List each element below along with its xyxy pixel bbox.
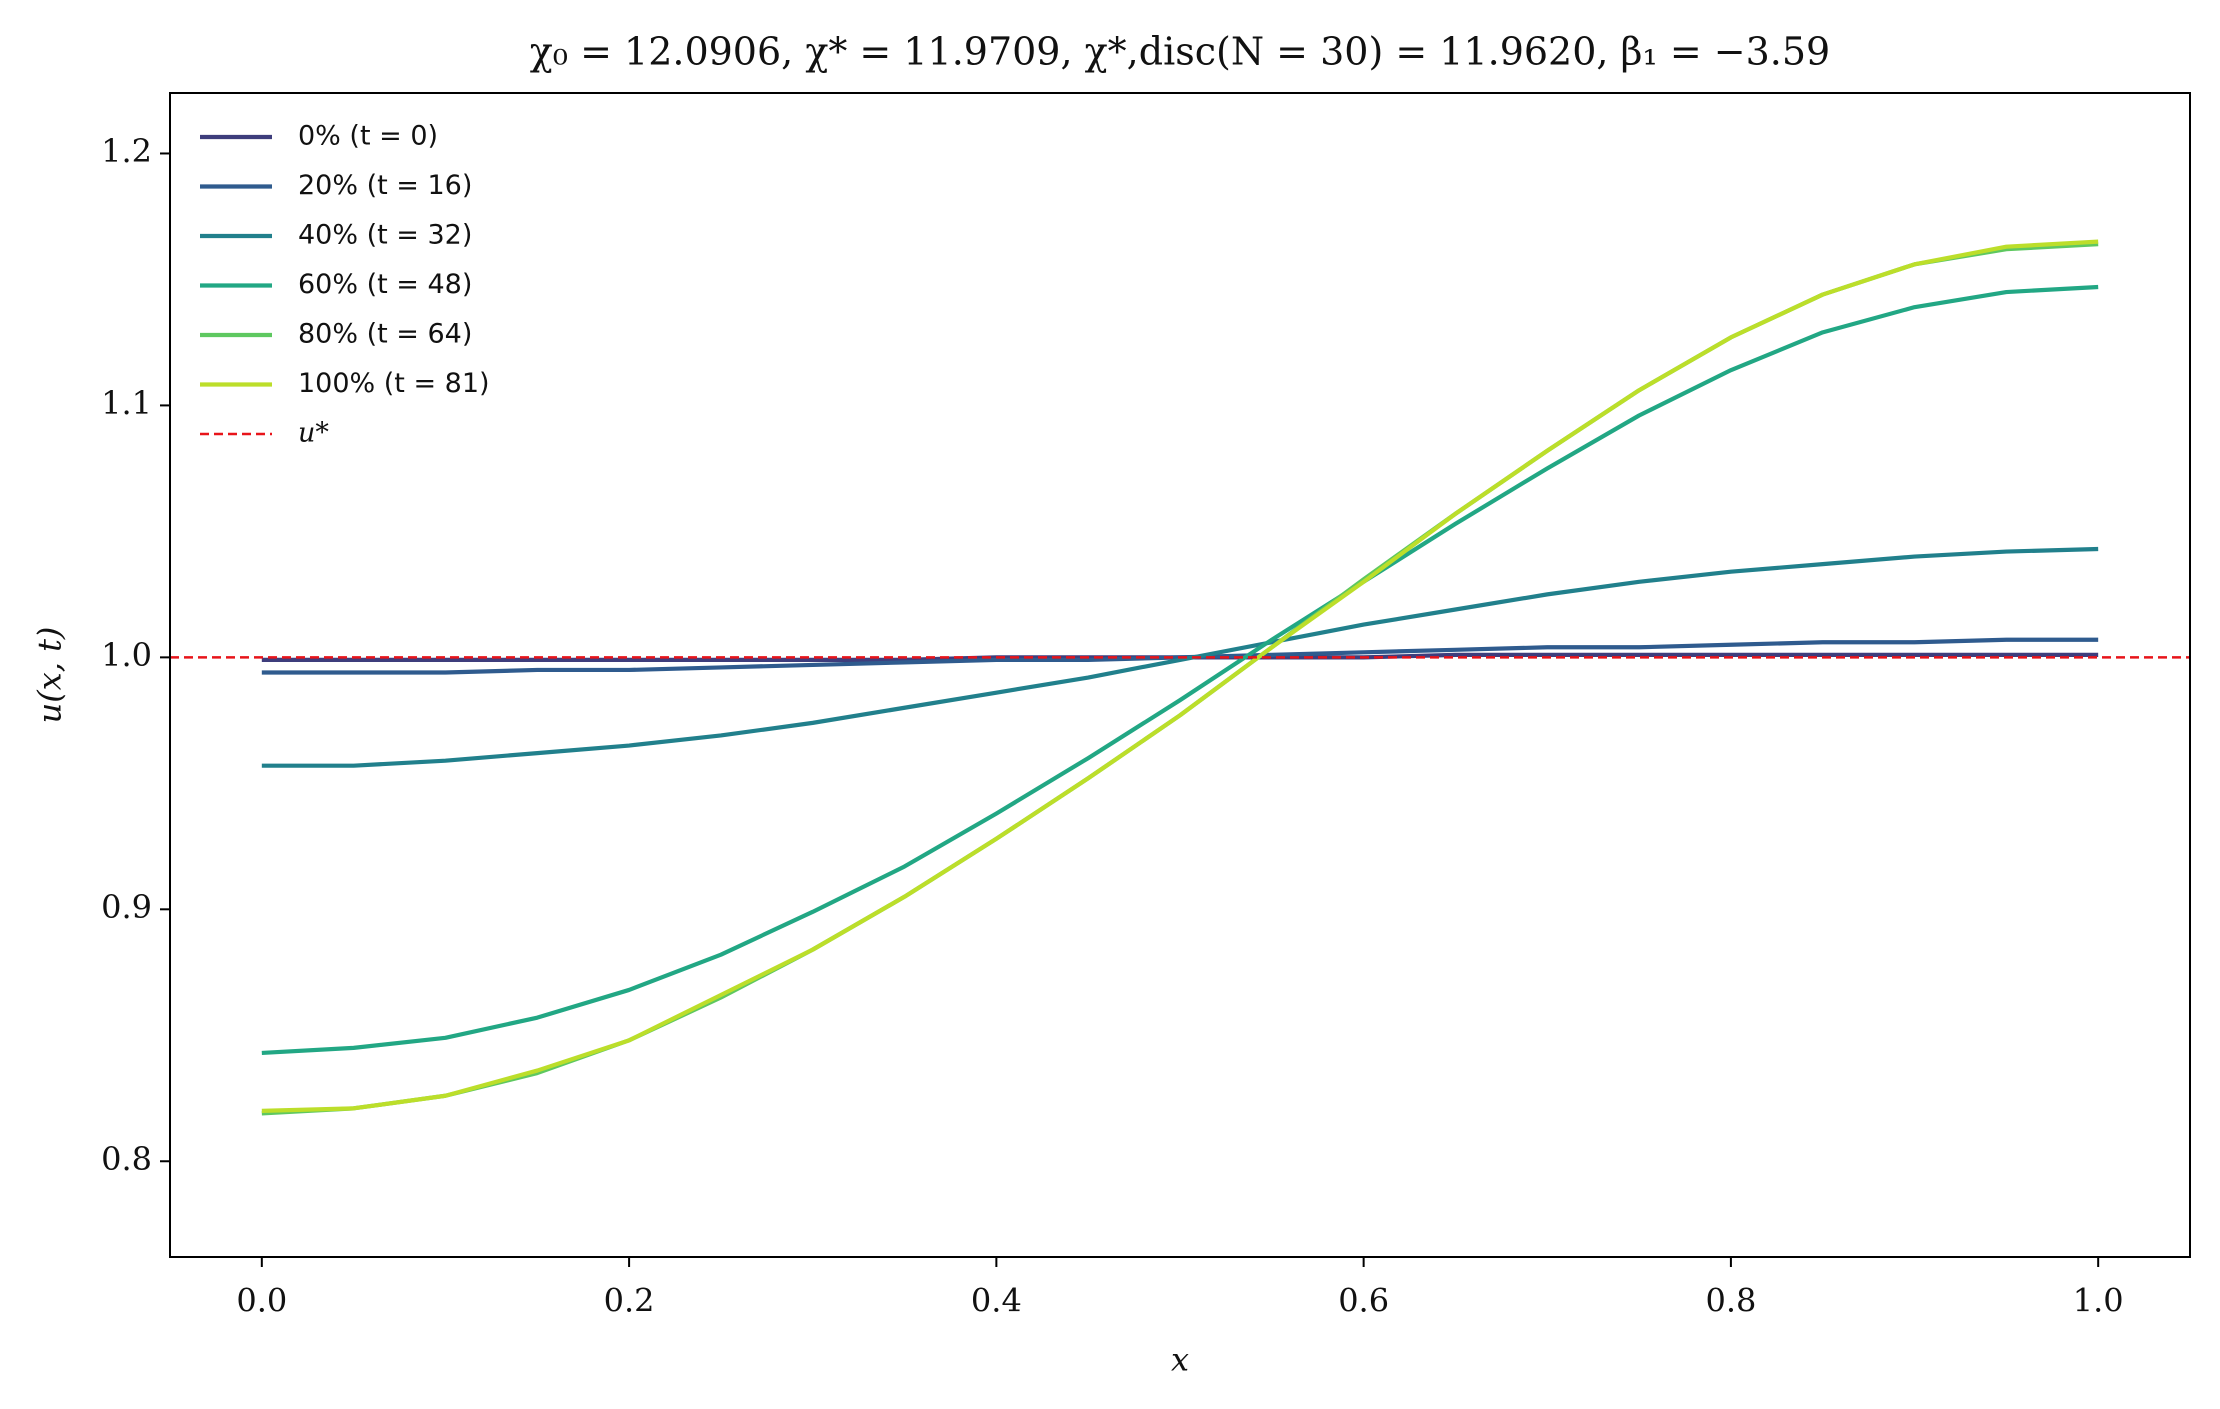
x-tick-label: 0.6 — [1338, 1282, 1389, 1320]
legend-label: 0% (t = 0) — [298, 121, 438, 152]
series-line — [261, 239, 2099, 1113]
series-line — [261, 242, 2099, 1116]
x-tick-label: 0.2 — [604, 1282, 655, 1320]
series-line — [261, 546, 2099, 768]
x-tick-label: 0.0 — [236, 1282, 287, 1320]
x-tick-label: 0.8 — [1705, 1282, 1756, 1320]
legend-label: 80% (t = 64) — [298, 319, 472, 350]
legend-label: u* — [298, 418, 329, 449]
legend-label: 60% (t = 48) — [298, 269, 472, 300]
legend: 0% (t = 0) 20% (t = 16) 40% (t = 32) 60% (t… — [200, 121, 490, 449]
x-axis-label: x — [1171, 1341, 1189, 1379]
plot-frame — [169, 92, 2191, 1258]
legend-label: 40% (t = 32) — [298, 220, 472, 251]
legend-label: 100% (t = 81) — [298, 368, 490, 399]
y-axis-label: u(x, t) — [31, 627, 69, 724]
x-tick-label: 1.0 — [2073, 1282, 2124, 1320]
legend-label: 20% (t = 16) — [298, 170, 472, 201]
chart-title: χ₀ = 12.0906, χ* = 11.9709, χ*,disc(N = … — [530, 30, 1830, 74]
series-line — [261, 284, 2099, 1056]
y-tick-label: 0.9 — [101, 888, 152, 926]
y-tick-label: 1.1 — [101, 384, 152, 422]
y-tick-label: 1.0 — [101, 636, 152, 674]
y-tick-label: 0.8 — [101, 1140, 152, 1178]
x-tick-label: 0.4 — [971, 1282, 1022, 1320]
y-tick-label: 1.2 — [101, 132, 152, 170]
